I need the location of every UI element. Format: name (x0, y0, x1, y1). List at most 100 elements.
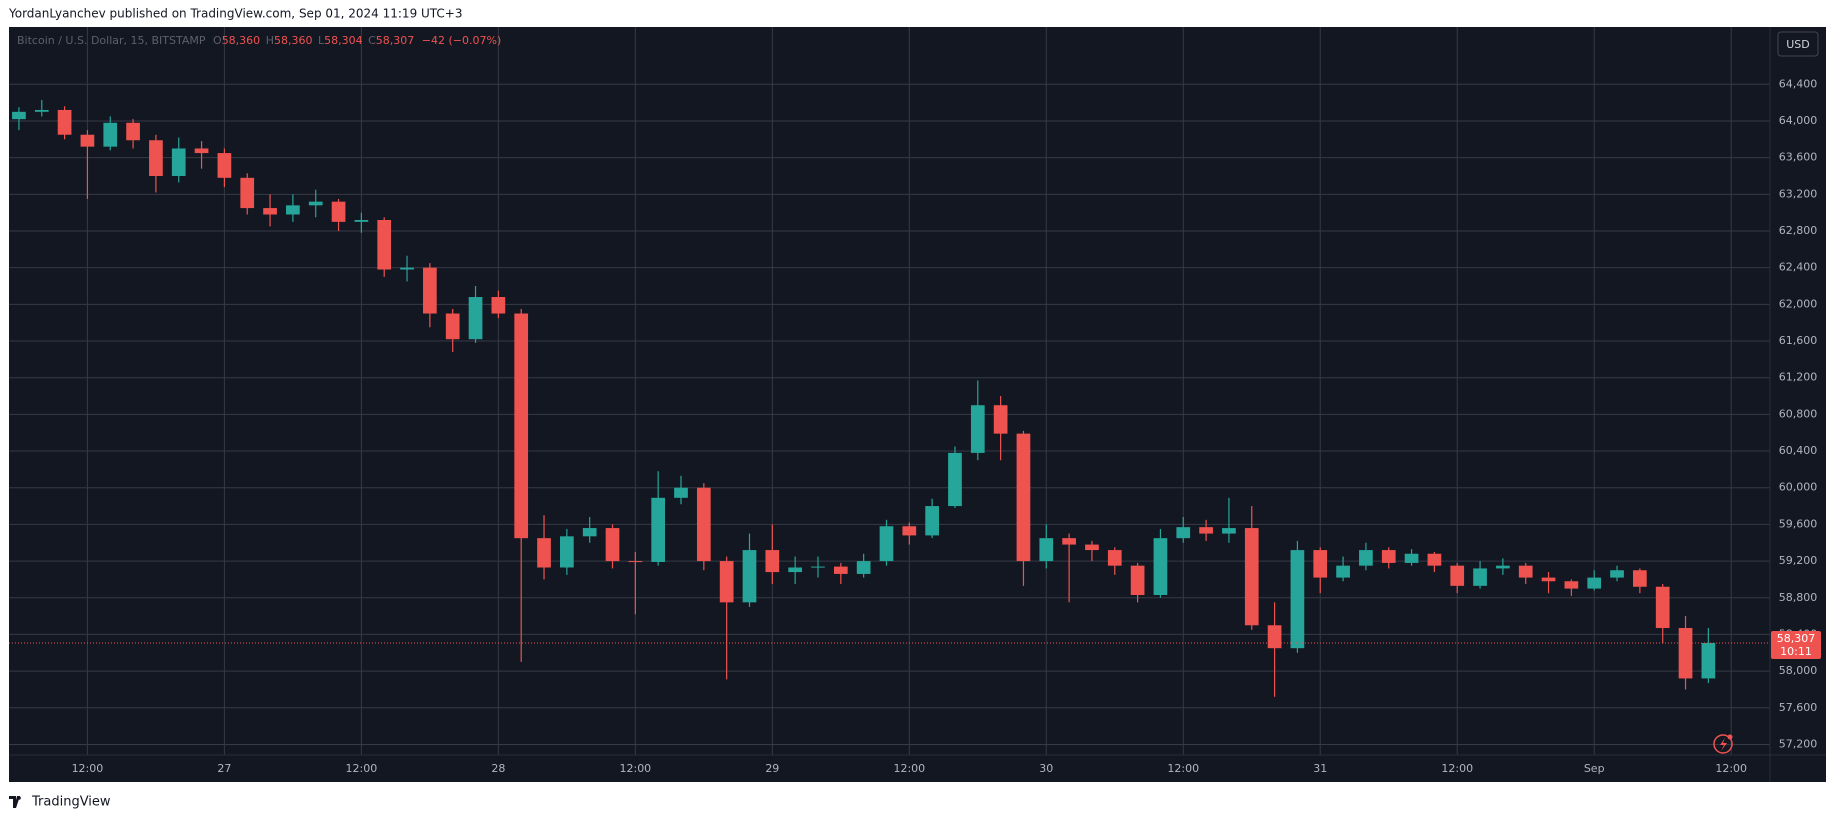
x-tick-label: 12:00 (1441, 762, 1473, 775)
candle-body (1222, 528, 1236, 534)
last-price-tag (1771, 630, 1821, 659)
x-tick-label: 30 (1039, 762, 1053, 775)
candle-body (1199, 527, 1213, 534)
candle-body (1130, 565, 1145, 596)
alert-bolt[interactable] (1720, 738, 1727, 751)
candle-body (1655, 586, 1670, 629)
y-tick-label: 62,400 (1779, 261, 1818, 274)
currency-button[interactable]: USD (1777, 31, 1819, 57)
candle-body (263, 208, 277, 215)
candle-body (1313, 550, 1328, 578)
legend-close: 58,307 (376, 34, 415, 47)
candle-body (1290, 550, 1305, 649)
footer-brand: TradingView (31, 795, 111, 810)
x-tick-label: 12:00 (1167, 762, 1199, 775)
candle-body (1381, 550, 1396, 563)
candle-body (194, 148, 209, 154)
candle-body (240, 177, 255, 209)
candle-body (149, 140, 163, 176)
alert-icon[interactable] (1713, 734, 1733, 754)
candle-body (217, 153, 232, 178)
y-tick-label: 57,600 (1779, 701, 1818, 714)
candle-body (765, 550, 780, 573)
candle-body (856, 561, 871, 574)
last-price-label: 58,307 (1777, 632, 1816, 645)
candle-body (582, 528, 597, 537)
candle-body (879, 526, 894, 562)
alert-circle[interactable] (1713, 734, 1733, 754)
candle-body (491, 297, 506, 314)
candle-body (1359, 550, 1373, 566)
candle-body (1244, 528, 1259, 626)
x-tick-label: 12:00 (1715, 762, 1747, 775)
candle-body (902, 526, 917, 536)
legend-open: 58,360 (222, 34, 261, 47)
y-tick-label: 61,200 (1779, 371, 1818, 384)
candle-body (80, 134, 95, 147)
y-tick-label: 62,000 (1779, 297, 1818, 310)
y-tick-label: 60,400 (1779, 444, 1818, 457)
legend-low: 58,304 (324, 34, 363, 47)
candle-body (354, 220, 369, 222)
candle-body (1336, 565, 1350, 578)
y-tick-label: 59,600 (1779, 517, 1818, 530)
candle-body (1496, 565, 1510, 569)
candle-body (560, 536, 574, 568)
y-tick-label: 60,800 (1779, 407, 1818, 420)
y-tick-label: 64,400 (1779, 77, 1818, 90)
x-tick-label: Sep (1584, 762, 1605, 775)
currency-label[interactable]: USD (1786, 38, 1810, 51)
candle-body (1107, 550, 1122, 566)
candle-body (1678, 628, 1693, 679)
alert-dot[interactable] (1727, 734, 1733, 740)
y-tick-label: 60,000 (1779, 481, 1818, 494)
logo-dot (17, 796, 21, 800)
candle-body (126, 122, 140, 141)
candles (12, 99, 1716, 697)
candle-body (1610, 570, 1624, 578)
candle-body (651, 497, 666, 562)
candle-body (970, 405, 985, 453)
candle-body (788, 567, 803, 573)
candle-body (103, 122, 118, 147)
candle-body (1473, 568, 1487, 586)
candle-body (1153, 538, 1168, 596)
candle-body (1039, 538, 1054, 562)
y-tick-label: 58,800 (1779, 591, 1818, 604)
legend-l-label: L (318, 34, 325, 47)
legend-c-label: C (368, 34, 376, 47)
chart-legend: Bitcoin / U.S. Dollar, 15, BITSTAMP O58,… (17, 34, 501, 47)
candle-body (34, 109, 49, 112)
candle-body (1450, 565, 1465, 586)
candle-body (719, 561, 734, 603)
currency-button-frame[interactable] (1777, 31, 1819, 57)
candle-body (1267, 625, 1282, 649)
x-tick-label: 12:00 (893, 762, 925, 775)
candle-body (423, 267, 437, 314)
candle-body (628, 561, 643, 563)
y-tick-label: 63,200 (1779, 187, 1818, 200)
x-tick-label: 27 (217, 762, 231, 775)
candle-body (1633, 570, 1647, 587)
grid (9, 27, 1770, 755)
candle-body (1404, 553, 1419, 563)
candle-body (948, 452, 962, 507)
candle-body (1541, 577, 1556, 582)
x-tick-label: 28 (491, 762, 505, 775)
candle-body (308, 201, 323, 206)
candle-body (400, 267, 414, 270)
candle-body (377, 220, 392, 270)
logo-mark (9, 796, 20, 808)
candle-body (57, 109, 72, 135)
legend-o-label: O (213, 34, 222, 47)
y-tick-label: 64,000 (1779, 114, 1818, 127)
candle-body (1016, 433, 1031, 562)
legend-change: −42 (−0.07%) (422, 34, 501, 47)
legend-h-label: H (266, 34, 274, 47)
publish-info: YordanLyanchev published on TradingView.… (8, 7, 463, 21)
candle-body (1176, 527, 1191, 539)
candle-body (171, 148, 186, 176)
candle-body (674, 487, 688, 498)
y-tick-label: 59,200 (1779, 554, 1818, 567)
